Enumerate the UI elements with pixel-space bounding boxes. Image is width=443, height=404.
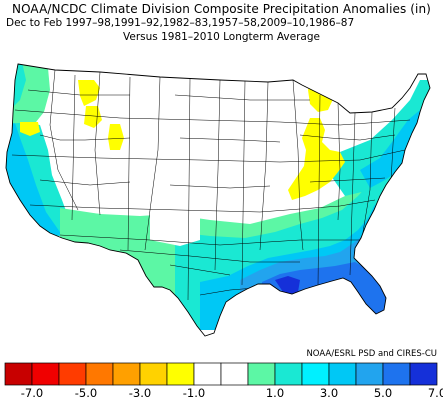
- legend-swatch: [31, 362, 60, 386]
- legend-swatch: [85, 362, 114, 386]
- baseline-subtitle: Versus 1981–2010 Longterm Average: [123, 31, 320, 43]
- legend-tick-label: -3.0: [128, 386, 152, 400]
- legend-swatch: [328, 362, 357, 386]
- legend-swatch: [4, 362, 33, 386]
- climate-division-borders: [11, 69, 411, 301]
- legend-swatch: [139, 362, 168, 386]
- legend-swatch: [112, 362, 141, 386]
- legend-swatch: [382, 362, 411, 386]
- legend-tick-label: -1.0: [182, 386, 206, 400]
- data-credit: NOAA/ESRL PSD and CIRES-CU: [306, 349, 437, 359]
- color-legend-bar: [4, 362, 438, 386]
- legend-swatch: [193, 362, 222, 386]
- legend-swatch: [355, 362, 384, 386]
- legend-tick-label: -7.0: [20, 386, 44, 400]
- legend-tick-label: 1.0: [265, 386, 285, 400]
- legend-swatch: [247, 362, 276, 386]
- legend-swatch: [220, 362, 249, 386]
- map-title: NOAA/NCDC Climate Division Composite Pre…: [12, 2, 431, 16]
- us-outline: [5, 63, 431, 337]
- season-years-line: Dec to Feb 1997–98,1991–92,1982–83,1957–…: [6, 17, 355, 29]
- legend-swatch: [409, 362, 438, 386]
- legend-tick-label: -5.0: [74, 386, 98, 400]
- legend-swatch: [274, 362, 303, 386]
- legend-swatch: [301, 362, 330, 386]
- precip-anomaly-fill: [6, 64, 430, 336]
- legend-tick-label: 3.0: [319, 386, 339, 400]
- legend-swatch: [58, 362, 87, 386]
- legend-tick-label: 5.0: [373, 386, 393, 400]
- legend-swatch: [166, 362, 195, 386]
- us-climate-division-map: [5, 63, 431, 337]
- legend-tick-label: 7.0: [427, 386, 443, 400]
